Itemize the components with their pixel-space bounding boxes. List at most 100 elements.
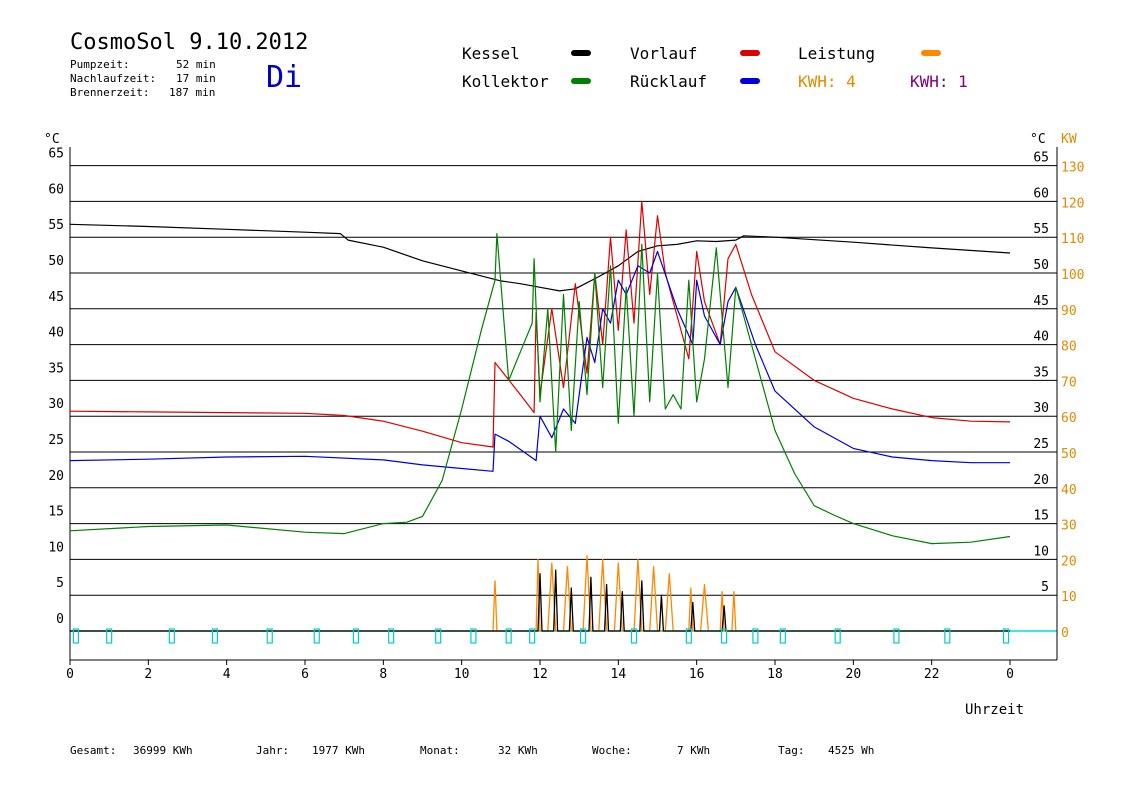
y-tick-left-35: 35 [48, 361, 64, 376]
y-tick-right-45: 45 [1033, 294, 1049, 309]
legend-vorlauf-swatch [740, 50, 760, 56]
y-tick-kw-80: 80 [1061, 340, 1077, 355]
x-tick-4: 8 [379, 667, 387, 682]
pump-marker-17 [779, 628, 786, 644]
temperature-chart: °C °C KWUhrzeit051015202530354045505560655… [44, 132, 1084, 718]
y-tick-left-25: 25 [48, 433, 64, 448]
y-tick-right-55: 55 [1033, 222, 1049, 237]
pump-marker-8 [435, 628, 442, 644]
x-tick-3: 6 [301, 667, 309, 682]
y-tick-left-40: 40 [48, 326, 64, 341]
pump-marker-10 [505, 628, 512, 644]
y-tick-kw-50: 50 [1061, 447, 1077, 462]
series-leistung [70, 555, 1010, 632]
y-tick-kw-110: 110 [1061, 232, 1084, 247]
y-tick-left-60: 60 [48, 182, 64, 197]
pump-marker-13 [630, 628, 638, 644]
y-tick-right-60: 60 [1033, 186, 1049, 201]
legend-leistung-swatch [921, 50, 941, 56]
x-tick-0: 0 [66, 667, 74, 682]
footer-tag-value: 4525 Wh [828, 744, 875, 757]
legend-vorlauf-label: Vorlauf [630, 44, 698, 63]
pump-marker-21 [1002, 628, 1010, 644]
series-lines [69, 200, 1011, 632]
y-tick-left-65: 65 [48, 147, 64, 162]
x-tick-7: 14 [611, 667, 627, 682]
y-tick-left-50: 50 [48, 254, 64, 269]
legend-kessel-swatch [571, 50, 591, 56]
y-tick-kw-40: 40 [1061, 483, 1077, 498]
y-tick-right-30: 30 [1033, 401, 1049, 416]
y-tick-kw-90: 90 [1061, 304, 1077, 319]
y-axis-right-unit: °C [1030, 132, 1046, 147]
y-tick-right-15: 15 [1033, 509, 1049, 524]
pump-marker-14 [685, 628, 692, 644]
pump-marker-9 [470, 628, 477, 644]
chart-title: CosmoSol 9.10.2012 [70, 30, 309, 55]
y-tick-right-5: 5 [1041, 580, 1049, 595]
y-tick-right-40: 40 [1033, 330, 1049, 345]
grid-lines [70, 165, 1057, 632]
pump-markers [72, 628, 1010, 644]
y-tick-kw-0: 0 [1061, 626, 1069, 641]
footer-jahr-value: 1977 KWh [312, 744, 365, 757]
legend-ruecklauf-swatch [740, 78, 760, 84]
pump-marker-16 [752, 628, 759, 644]
pump-marker-12 [579, 628, 587, 644]
y-tick-kw-130: 130 [1061, 161, 1084, 176]
footer-tag-label: Tag: [778, 744, 805, 757]
x-tick-12: 0 [1006, 667, 1014, 682]
y-tick-kw-20: 20 [1061, 554, 1077, 569]
pump-marker-18 [834, 628, 841, 644]
pump-marker-2 [168, 628, 175, 644]
x-tick-9: 18 [767, 667, 783, 682]
x-tick-11: 22 [924, 667, 940, 682]
footer-monat-value: 32 KWh [498, 744, 538, 757]
x-tick-2: 4 [223, 667, 231, 682]
y-tick-left-55: 55 [48, 218, 64, 233]
footer-jahr-label: Jahr: [256, 744, 290, 757]
brennerzeit-label: Brennerzeit: [70, 86, 150, 99]
pump-marker-20 [944, 628, 951, 644]
y-tick-kw-30: 30 [1061, 519, 1077, 534]
y-tick-kw-120: 120 [1061, 196, 1084, 211]
legend-kwh-2: KWH: 1 [910, 72, 968, 91]
y-tick-left-45: 45 [48, 290, 64, 305]
y-tick-left-15: 15 [48, 505, 64, 520]
legend-kollektor-swatch [571, 78, 591, 84]
pump-marker-6 [352, 628, 360, 644]
y-tick-right-25: 25 [1033, 437, 1049, 452]
y-tick-left-5: 5 [56, 576, 64, 591]
pump-marker-5 [313, 628, 320, 644]
y-tick-left-30: 30 [48, 397, 64, 412]
y-tick-right-50: 50 [1033, 258, 1049, 273]
series-kessel [69, 223, 1011, 292]
x-tick-8: 16 [689, 667, 705, 682]
pump-marker-0 [72, 628, 79, 644]
y-tick-right-20: 20 [1033, 473, 1049, 488]
y-tick-left-20: 20 [48, 469, 64, 484]
x-tick-1: 2 [144, 667, 152, 682]
axis-labels: °C °C KWUhrzeit051015202530354045505560655… [44, 132, 1084, 718]
y-tick-kw-60: 60 [1061, 411, 1077, 426]
y-axis-kw-unit: KW [1061, 132, 1077, 147]
x-axis-label: Uhrzeit [965, 702, 1024, 718]
legend-leistung-label: Leistung [798, 44, 876, 63]
pump-marker-7 [388, 628, 395, 644]
series-rücklauf [69, 250, 1010, 472]
legend-kollektor-label: Kollektor [462, 72, 549, 91]
y-tick-left-10: 10 [48, 540, 64, 555]
y-tick-right-65: 65 [1033, 151, 1049, 166]
pump-marker-1 [106, 628, 113, 644]
y-tick-right-10: 10 [1033, 544, 1049, 559]
y-tick-left-0: 0 [56, 612, 64, 627]
y-tick-kw-70: 70 [1061, 375, 1077, 390]
pump-marker-15 [720, 628, 728, 644]
y-tick-kw-10: 10 [1061, 590, 1077, 605]
chart-axes [69, 147, 1058, 665]
legend-kwh-1: KWH: 4 [798, 72, 856, 91]
y-tick-kw-100: 100 [1061, 268, 1084, 283]
series-vorlauf [69, 200, 1011, 448]
x-tick-6: 12 [532, 667, 548, 682]
nachlaufzeit-value: 17 min [176, 72, 216, 85]
